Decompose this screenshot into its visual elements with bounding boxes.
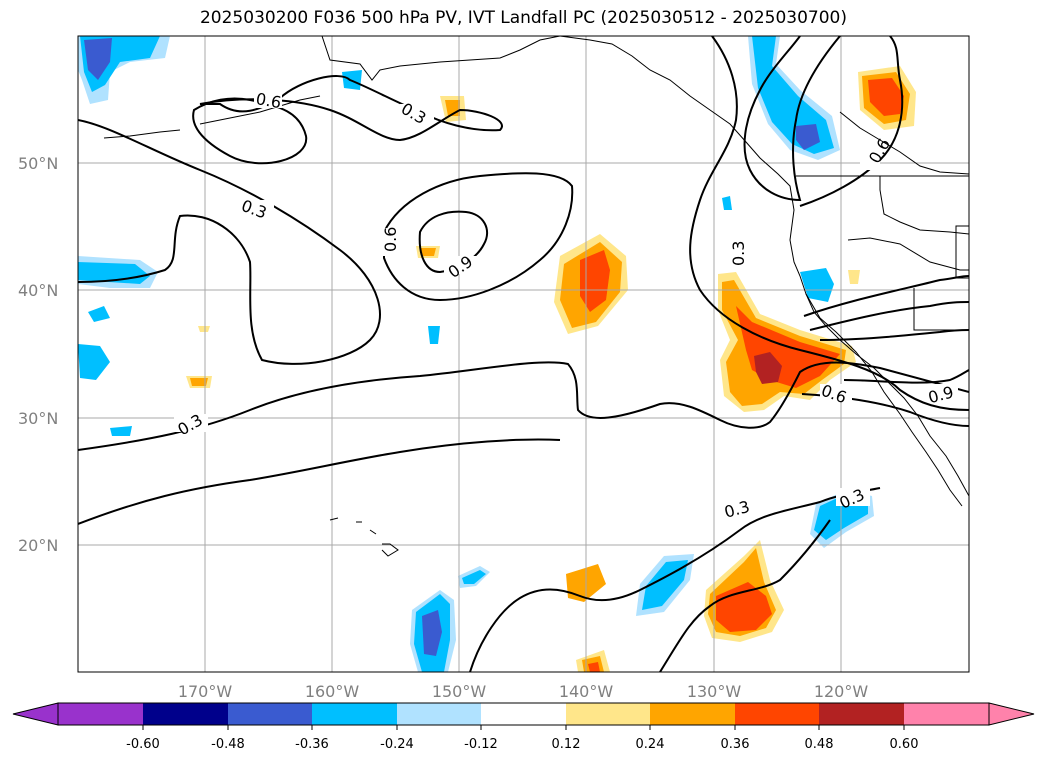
lat-label: 20°N [18, 536, 58, 555]
contour-line [743, 36, 841, 202]
map-title: 2025030200 F036 500 hPa PV, IVT Landfall… [199, 8, 847, 28]
gridlines [78, 36, 969, 672]
colorbar-segment [143, 703, 228, 725]
lon-label: 170°W [178, 682, 233, 701]
colorbar-tick-label: -0.36 [295, 737, 329, 752]
contour-line [78, 119, 381, 365]
contour-label: 0.6 [381, 227, 400, 252]
colorbar: -0.60 -0.48 -0.36 -0.24 -0.12 0.12 0.24 … [12, 702, 1035, 752]
pos-blob [848, 270, 860, 284]
neg-blob [110, 426, 132, 436]
colorbar-segment [566, 703, 650, 725]
colorbar-segment [312, 703, 397, 725]
pos-blob [580, 250, 610, 312]
colorbar-tick-label: 0.12 [552, 737, 581, 752]
lon-label: 120°W [814, 682, 869, 701]
colorbar-tick-label: -0.24 [380, 737, 414, 752]
neg-blob [800, 268, 834, 302]
colorbar-tick-label: -0.48 [211, 737, 245, 752]
contour-line [843, 369, 969, 384]
colorbar-segment [735, 703, 819, 725]
contour-line [469, 487, 881, 672]
latitude-labels: 50°N 40°N 30°N 20°N [18, 154, 58, 555]
neg-blob [422, 610, 442, 656]
pos-blob [190, 378, 208, 386]
contour-line [418, 210, 489, 274]
colorbar-tick-label: -0.12 [464, 737, 498, 752]
colorbar-extend-high [988, 702, 1035, 726]
contour-lines [78, 36, 969, 672]
colorbar-segment [58, 703, 143, 725]
neg-blob [88, 306, 110, 322]
neg-blob [642, 560, 688, 610]
contour-line [689, 36, 969, 411]
pos-blob [754, 352, 782, 384]
lat-label: 30°N [18, 409, 58, 428]
lon-label: 160°W [305, 682, 360, 701]
lon-label: 150°W [432, 682, 487, 701]
map-content: 0.6 0.3 0.3 0.6 0.9 0.3 0.3 0.6 0.9 0.3 … [78, 36, 969, 672]
contour-line [819, 329, 969, 341]
lat-label: 50°N [18, 154, 58, 173]
colorbar-tick-label: 0.60 [890, 737, 919, 752]
contour-line [659, 519, 831, 672]
coastlines [103, 36, 969, 557]
colorbar-tick-label: 0.36 [721, 737, 750, 752]
neg-blob [428, 326, 440, 344]
colorbar-tick-label: 0.24 [636, 737, 665, 752]
contour-label: 0.6 [254, 89, 282, 112]
map-frame [77, 35, 970, 673]
colorbar-extend-low [12, 702, 59, 726]
lon-label: 130°W [687, 682, 742, 701]
contour-line [199, 75, 503, 142]
neg-blob [796, 124, 820, 150]
pos-blob [198, 326, 210, 332]
contour-line [78, 361, 969, 451]
contour-labels: 0.6 0.3 0.3 0.6 0.9 0.3 0.3 0.6 0.9 0.3 … [174, 89, 958, 522]
colorbar-segment [650, 703, 735, 725]
pos-blob [868, 78, 904, 116]
neg-blob [462, 570, 486, 584]
pos-blob [588, 662, 600, 672]
colorbar-tick-label: -0.60 [126, 737, 160, 752]
neg-blob [722, 196, 732, 210]
colorbar-segment [228, 703, 312, 725]
colorbar-segment [481, 703, 566, 725]
pos-blob [716, 582, 772, 632]
neg-blob [78, 344, 110, 380]
colorbar-outline [57, 702, 990, 726]
contour-label: 0.3 [729, 241, 748, 266]
colorbar-segment [819, 703, 904, 725]
contour-line [192, 97, 308, 165]
lat-label: 40°N [18, 281, 58, 300]
contour-line [799, 36, 904, 207]
contour-line [78, 438, 561, 525]
colorbar-tick-label: 0.48 [805, 737, 834, 752]
neg-blob [84, 38, 112, 80]
colorbar-segment [904, 703, 989, 725]
lon-label: 140°W [559, 682, 614, 701]
contour-line [803, 275, 969, 317]
colorbar-segment [397, 703, 481, 725]
contour-line [383, 172, 574, 302]
contour-line [809, 301, 969, 331]
pos-blob [420, 248, 436, 256]
longitude-labels: 170°W 160°W 150°W 140°W 130°W 120°W [178, 682, 869, 701]
